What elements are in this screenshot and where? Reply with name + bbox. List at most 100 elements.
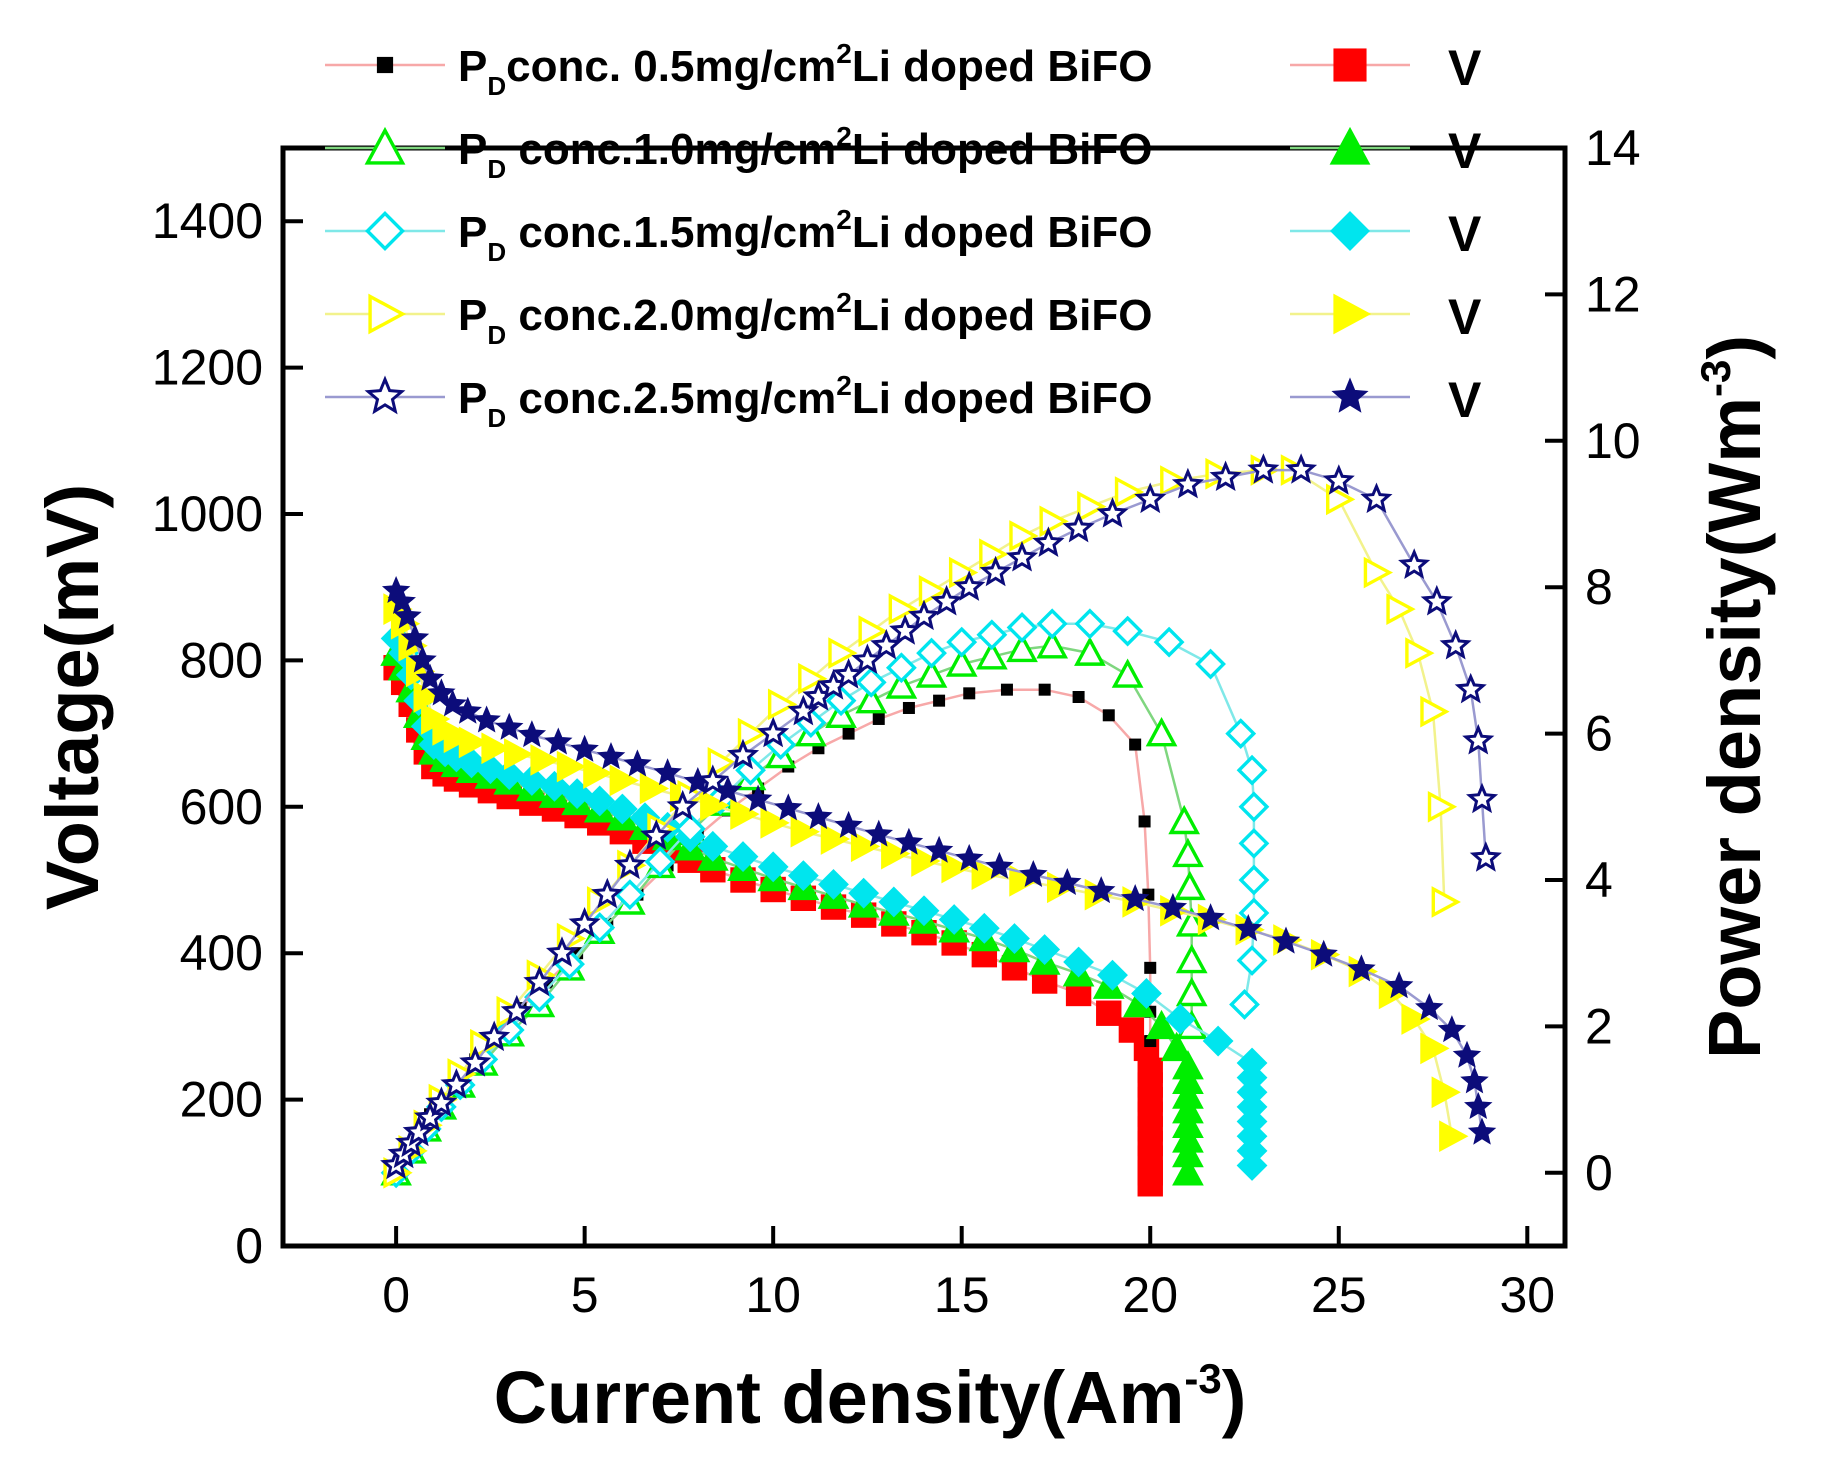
power-density-point xyxy=(851,643,884,675)
voltage-point xyxy=(985,851,1014,879)
legend-marker-v xyxy=(1333,293,1372,335)
voltage-point xyxy=(530,744,560,776)
power-density-point xyxy=(1072,691,1085,703)
y-tick-label: 600 xyxy=(180,779,263,835)
power-density-point xyxy=(1006,612,1038,643)
voltage-point xyxy=(1234,914,1263,942)
power-density-point xyxy=(979,538,1009,571)
power-density-point xyxy=(478,1020,511,1052)
voltage-point xyxy=(495,712,524,740)
voltage-point xyxy=(517,720,547,748)
voltage-point xyxy=(941,851,971,884)
power-density-point xyxy=(1386,593,1416,626)
voltage-point xyxy=(1439,1120,1469,1153)
power-density-point xyxy=(1038,683,1051,696)
voltage-point xyxy=(804,802,833,830)
voltage-point xyxy=(790,815,820,848)
voltage-point xyxy=(1063,946,1094,978)
voltage-point xyxy=(1096,1000,1122,1026)
power-density-point xyxy=(1039,505,1069,538)
voltage-point xyxy=(1271,926,1301,954)
power-density-point xyxy=(1238,827,1270,859)
voltage-point xyxy=(757,851,789,883)
power-density-point xyxy=(1005,540,1039,572)
voltage-line xyxy=(394,608,1454,1137)
voltage-point xyxy=(1431,1076,1461,1109)
voltage-point xyxy=(971,858,1001,890)
voltage-point xyxy=(584,785,616,817)
legend-marker-pd xyxy=(364,126,406,165)
power-density-point xyxy=(674,813,706,845)
voltage-point xyxy=(834,810,863,838)
voltage-point xyxy=(609,764,639,797)
voltage-point xyxy=(1120,884,1150,912)
power-density-point xyxy=(666,789,699,821)
voltage-point xyxy=(408,645,437,673)
series-layer xyxy=(380,453,1502,1197)
legend-marker-pd xyxy=(368,293,407,335)
voltage-point xyxy=(1118,1017,1145,1043)
voltage-point xyxy=(774,793,803,821)
voltage-point xyxy=(878,886,910,918)
power-density-point xyxy=(1144,961,1157,974)
voltage-point xyxy=(639,772,670,805)
power-density-point xyxy=(889,614,922,645)
voltage-point xyxy=(400,623,430,651)
y-tick-label: 1000 xyxy=(152,486,263,542)
power-density-point xyxy=(726,738,760,770)
power-density-point xyxy=(976,640,1008,670)
power-density-point xyxy=(1175,943,1208,974)
power-density-point xyxy=(948,556,979,589)
voltage-point xyxy=(472,705,501,733)
power-density-point xyxy=(1322,464,1355,495)
power-density-point xyxy=(1173,870,1206,901)
power-density-point xyxy=(1000,683,1013,696)
voltage-point xyxy=(730,798,760,830)
x-tick-label: 0 xyxy=(382,1267,410,1323)
power-density-point xyxy=(1225,718,1257,750)
x-tick-label: 5 xyxy=(571,1267,599,1323)
y2-tick-label: 0 xyxy=(1585,1145,1613,1201)
power-density-point xyxy=(915,658,948,688)
plot-frame xyxy=(280,145,1568,1249)
voltage-point xyxy=(1460,1066,1489,1094)
power-density-point xyxy=(568,906,601,938)
power-density-point xyxy=(1096,497,1129,528)
y-tick-label: 200 xyxy=(180,1072,263,1128)
voltage-point xyxy=(570,734,599,762)
voltage-point xyxy=(818,868,849,900)
power-density-point xyxy=(1285,453,1318,484)
voltage-point xyxy=(787,860,819,892)
power-density-point xyxy=(545,936,579,967)
y2-tick-label: 12 xyxy=(1585,266,1641,322)
power-density-point xyxy=(1153,626,1185,658)
power-density-point xyxy=(644,846,676,878)
power-density-point xyxy=(1466,782,1499,814)
power-density-point xyxy=(979,555,1012,587)
power-density-point xyxy=(798,662,828,695)
legend-marker-v xyxy=(1329,126,1371,165)
power-density-point xyxy=(640,819,673,850)
power-density-point xyxy=(1171,467,1205,499)
power-density-point xyxy=(858,615,888,647)
voltage-point xyxy=(1053,867,1082,895)
power-density-point xyxy=(1138,815,1151,828)
voltage-point xyxy=(1420,1032,1450,1065)
power-density-point xyxy=(1420,584,1453,616)
voltage-point xyxy=(850,830,881,863)
power-density-point xyxy=(1074,608,1106,640)
legend-marker-pd xyxy=(365,211,405,251)
voltage-point xyxy=(700,789,730,822)
voltage-point xyxy=(1437,1015,1467,1043)
voltage-point xyxy=(1384,971,1414,999)
y-tick-label: 400 xyxy=(180,925,263,981)
power-density-point xyxy=(696,764,729,795)
voltage-point xyxy=(848,877,880,909)
voltage-point xyxy=(544,727,573,755)
power-density-point xyxy=(872,712,885,725)
power-density-point xyxy=(1062,511,1095,543)
x-tick-label: 15 xyxy=(934,1267,990,1323)
legend-v-label: V xyxy=(1448,123,1482,179)
legend-label: PD conc.1.5mg/cm2Li doped BiFO xyxy=(458,204,1153,267)
power-density-point xyxy=(930,584,963,616)
